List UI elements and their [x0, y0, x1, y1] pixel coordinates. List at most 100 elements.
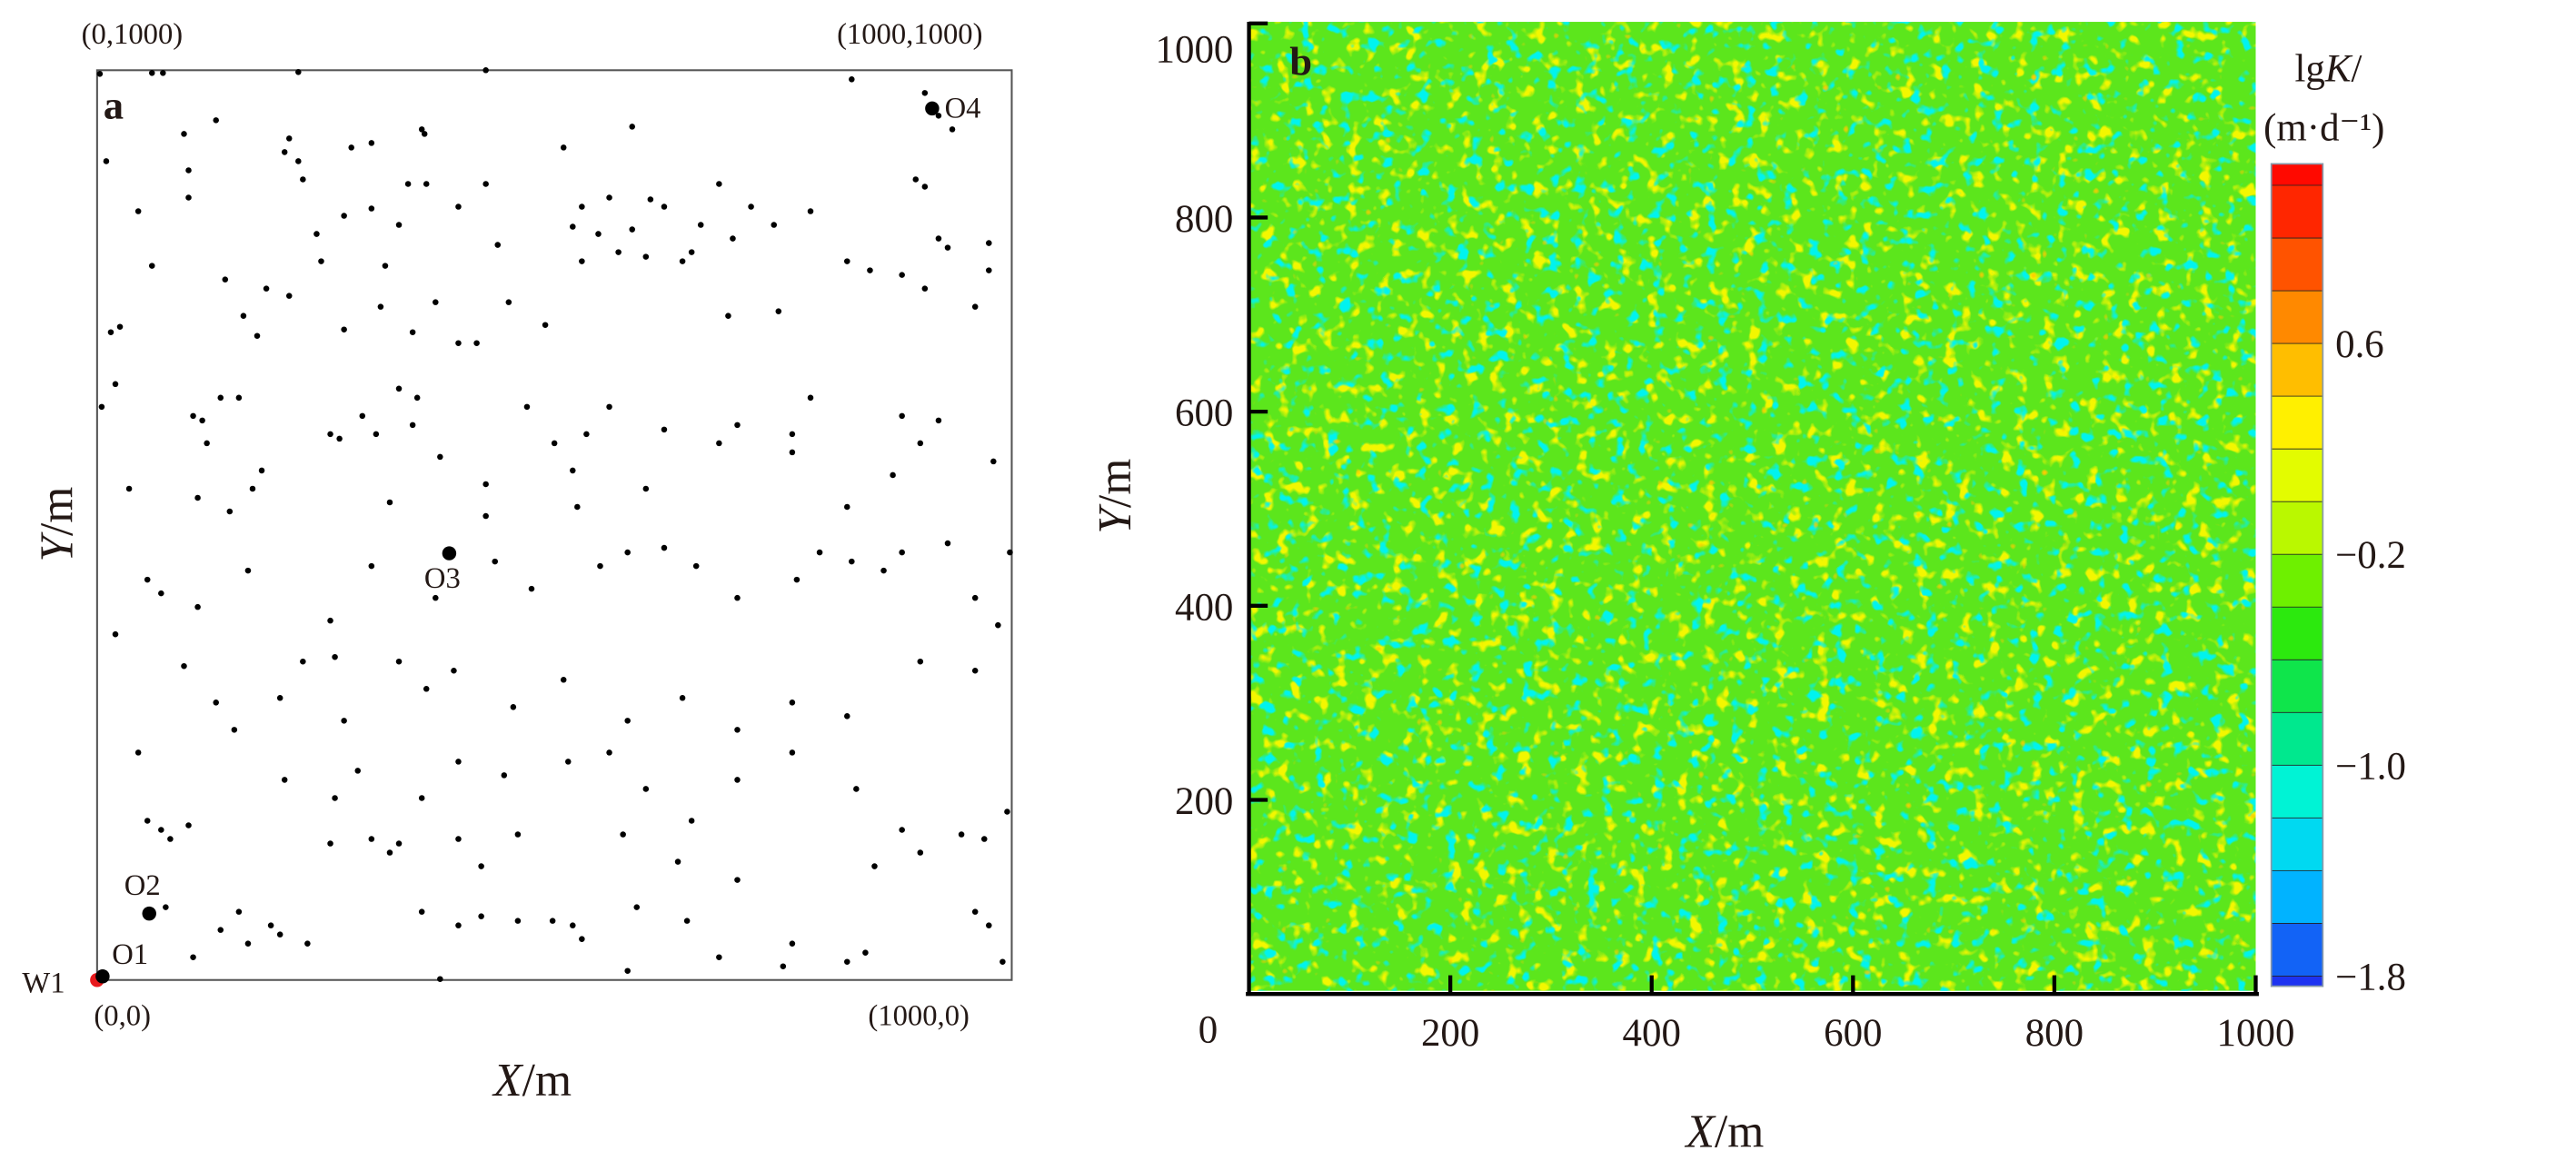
observation-point	[304, 940, 311, 947]
observation-point	[185, 822, 192, 829]
observation-point	[327, 617, 333, 624]
observation-point	[382, 263, 389, 269]
observation-point	[986, 922, 992, 928]
observation-point	[341, 213, 347, 219]
observation-point	[867, 267, 873, 273]
colorbar-tick-label: 0.6	[2335, 323, 2384, 366]
observation-point	[510, 704, 517, 710]
observation-point	[921, 184, 929, 190]
observation-point	[341, 718, 347, 724]
observation-point	[194, 603, 201, 610]
observation-point	[789, 749, 796, 756]
observation-point	[163, 904, 169, 910]
observation-point	[995, 621, 1001, 629]
observation-point	[921, 285, 929, 292]
observation-point	[890, 471, 896, 479]
observation-point	[359, 412, 366, 420]
observation-point	[413, 394, 421, 402]
observation-point	[300, 176, 306, 183]
observation-point	[368, 836, 375, 842]
observation-point	[482, 181, 489, 187]
observation-point	[692, 562, 700, 570]
observation-point	[263, 285, 270, 292]
observation-point	[514, 831, 522, 838]
observation-point	[313, 231, 320, 237]
observation-point	[373, 431, 380, 438]
x-tick-label: 400	[1623, 1012, 1681, 1055]
well-marker-o2	[142, 906, 156, 921]
observation-point	[679, 695, 686, 701]
corner-label-bottom-left: (0,0)	[94, 1000, 151, 1033]
observation-point	[437, 976, 443, 983]
observation-point	[368, 140, 375, 146]
observation-point	[254, 332, 261, 339]
observation-point	[793, 576, 801, 583]
y-axis-label-b: Y/m	[1089, 459, 1141, 534]
observation-point	[158, 827, 164, 833]
observation-point	[404, 181, 412, 187]
colorbar: lgK/ (m·d⁻¹) 0.6 −0.2 −1.0 −1.8	[2263, 47, 2406, 998]
observation-point	[112, 630, 119, 638]
observation-point	[730, 235, 736, 242]
colorbar-level	[2271, 659, 2323, 712]
observation-point	[285, 135, 293, 142]
y-tick-label: 800	[1175, 198, 1233, 241]
observation-point	[318, 258, 324, 264]
colorbar-level	[2271, 976, 2323, 987]
colorbar-level	[2271, 501, 2323, 554]
observation-point	[158, 590, 164, 597]
observation-point	[295, 69, 302, 75]
observation-point	[395, 840, 403, 847]
observation-point	[213, 117, 219, 124]
observation-point	[697, 222, 704, 228]
observation-point	[688, 818, 695, 824]
observation-point	[327, 431, 333, 438]
observation-point	[899, 549, 905, 556]
observation-point	[899, 827, 905, 833]
x-axis-label-b: X/m	[1685, 1106, 1765, 1158]
corner-label-top-left: (0,1000)	[82, 18, 183, 51]
observation-point	[570, 467, 576, 474]
observation-point	[642, 786, 650, 792]
observation-point	[624, 549, 631, 556]
observation-point	[494, 242, 502, 248]
conductivity-field	[1248, 22, 2256, 991]
observation-point	[181, 131, 187, 137]
observation-point	[642, 253, 650, 260]
observation-point	[583, 431, 590, 438]
observation-point	[844, 258, 850, 264]
observation-point	[285, 293, 293, 299]
observation-point	[661, 203, 668, 210]
observation-point	[421, 131, 428, 137]
observation-point	[433, 299, 439, 305]
observation-point	[455, 340, 462, 346]
observation-point	[386, 499, 393, 506]
observation-point	[921, 90, 929, 96]
observation-point	[204, 440, 210, 447]
colorbar-level	[2271, 395, 2323, 449]
colorbar-tick-label: −1.8	[2335, 956, 2406, 998]
observation-point	[276, 931, 283, 938]
observation-point	[958, 831, 965, 838]
observation-point	[455, 922, 462, 928]
observation-point	[1007, 549, 1013, 556]
colorbar-level	[2271, 237, 2323, 291]
observation-point	[560, 144, 567, 151]
observation-point	[579, 936, 585, 942]
observation-point	[505, 299, 512, 305]
observation-point	[935, 235, 942, 242]
observation-point	[409, 329, 416, 335]
colorbar-level	[2271, 553, 2323, 607]
observation-point	[523, 403, 531, 411]
y-tick-label: 1000	[1156, 29, 1234, 72]
colorbar-level	[2271, 764, 2323, 818]
observation-point	[789, 449, 796, 456]
observation-point	[734, 422, 741, 429]
observation-point	[199, 417, 205, 424]
observation-point	[789, 431, 796, 438]
colorbar-title-line1: lgK/	[2294, 47, 2362, 90]
observation-point	[734, 727, 741, 733]
colorbar-level	[2271, 922, 2323, 977]
observation-point	[986, 240, 992, 246]
